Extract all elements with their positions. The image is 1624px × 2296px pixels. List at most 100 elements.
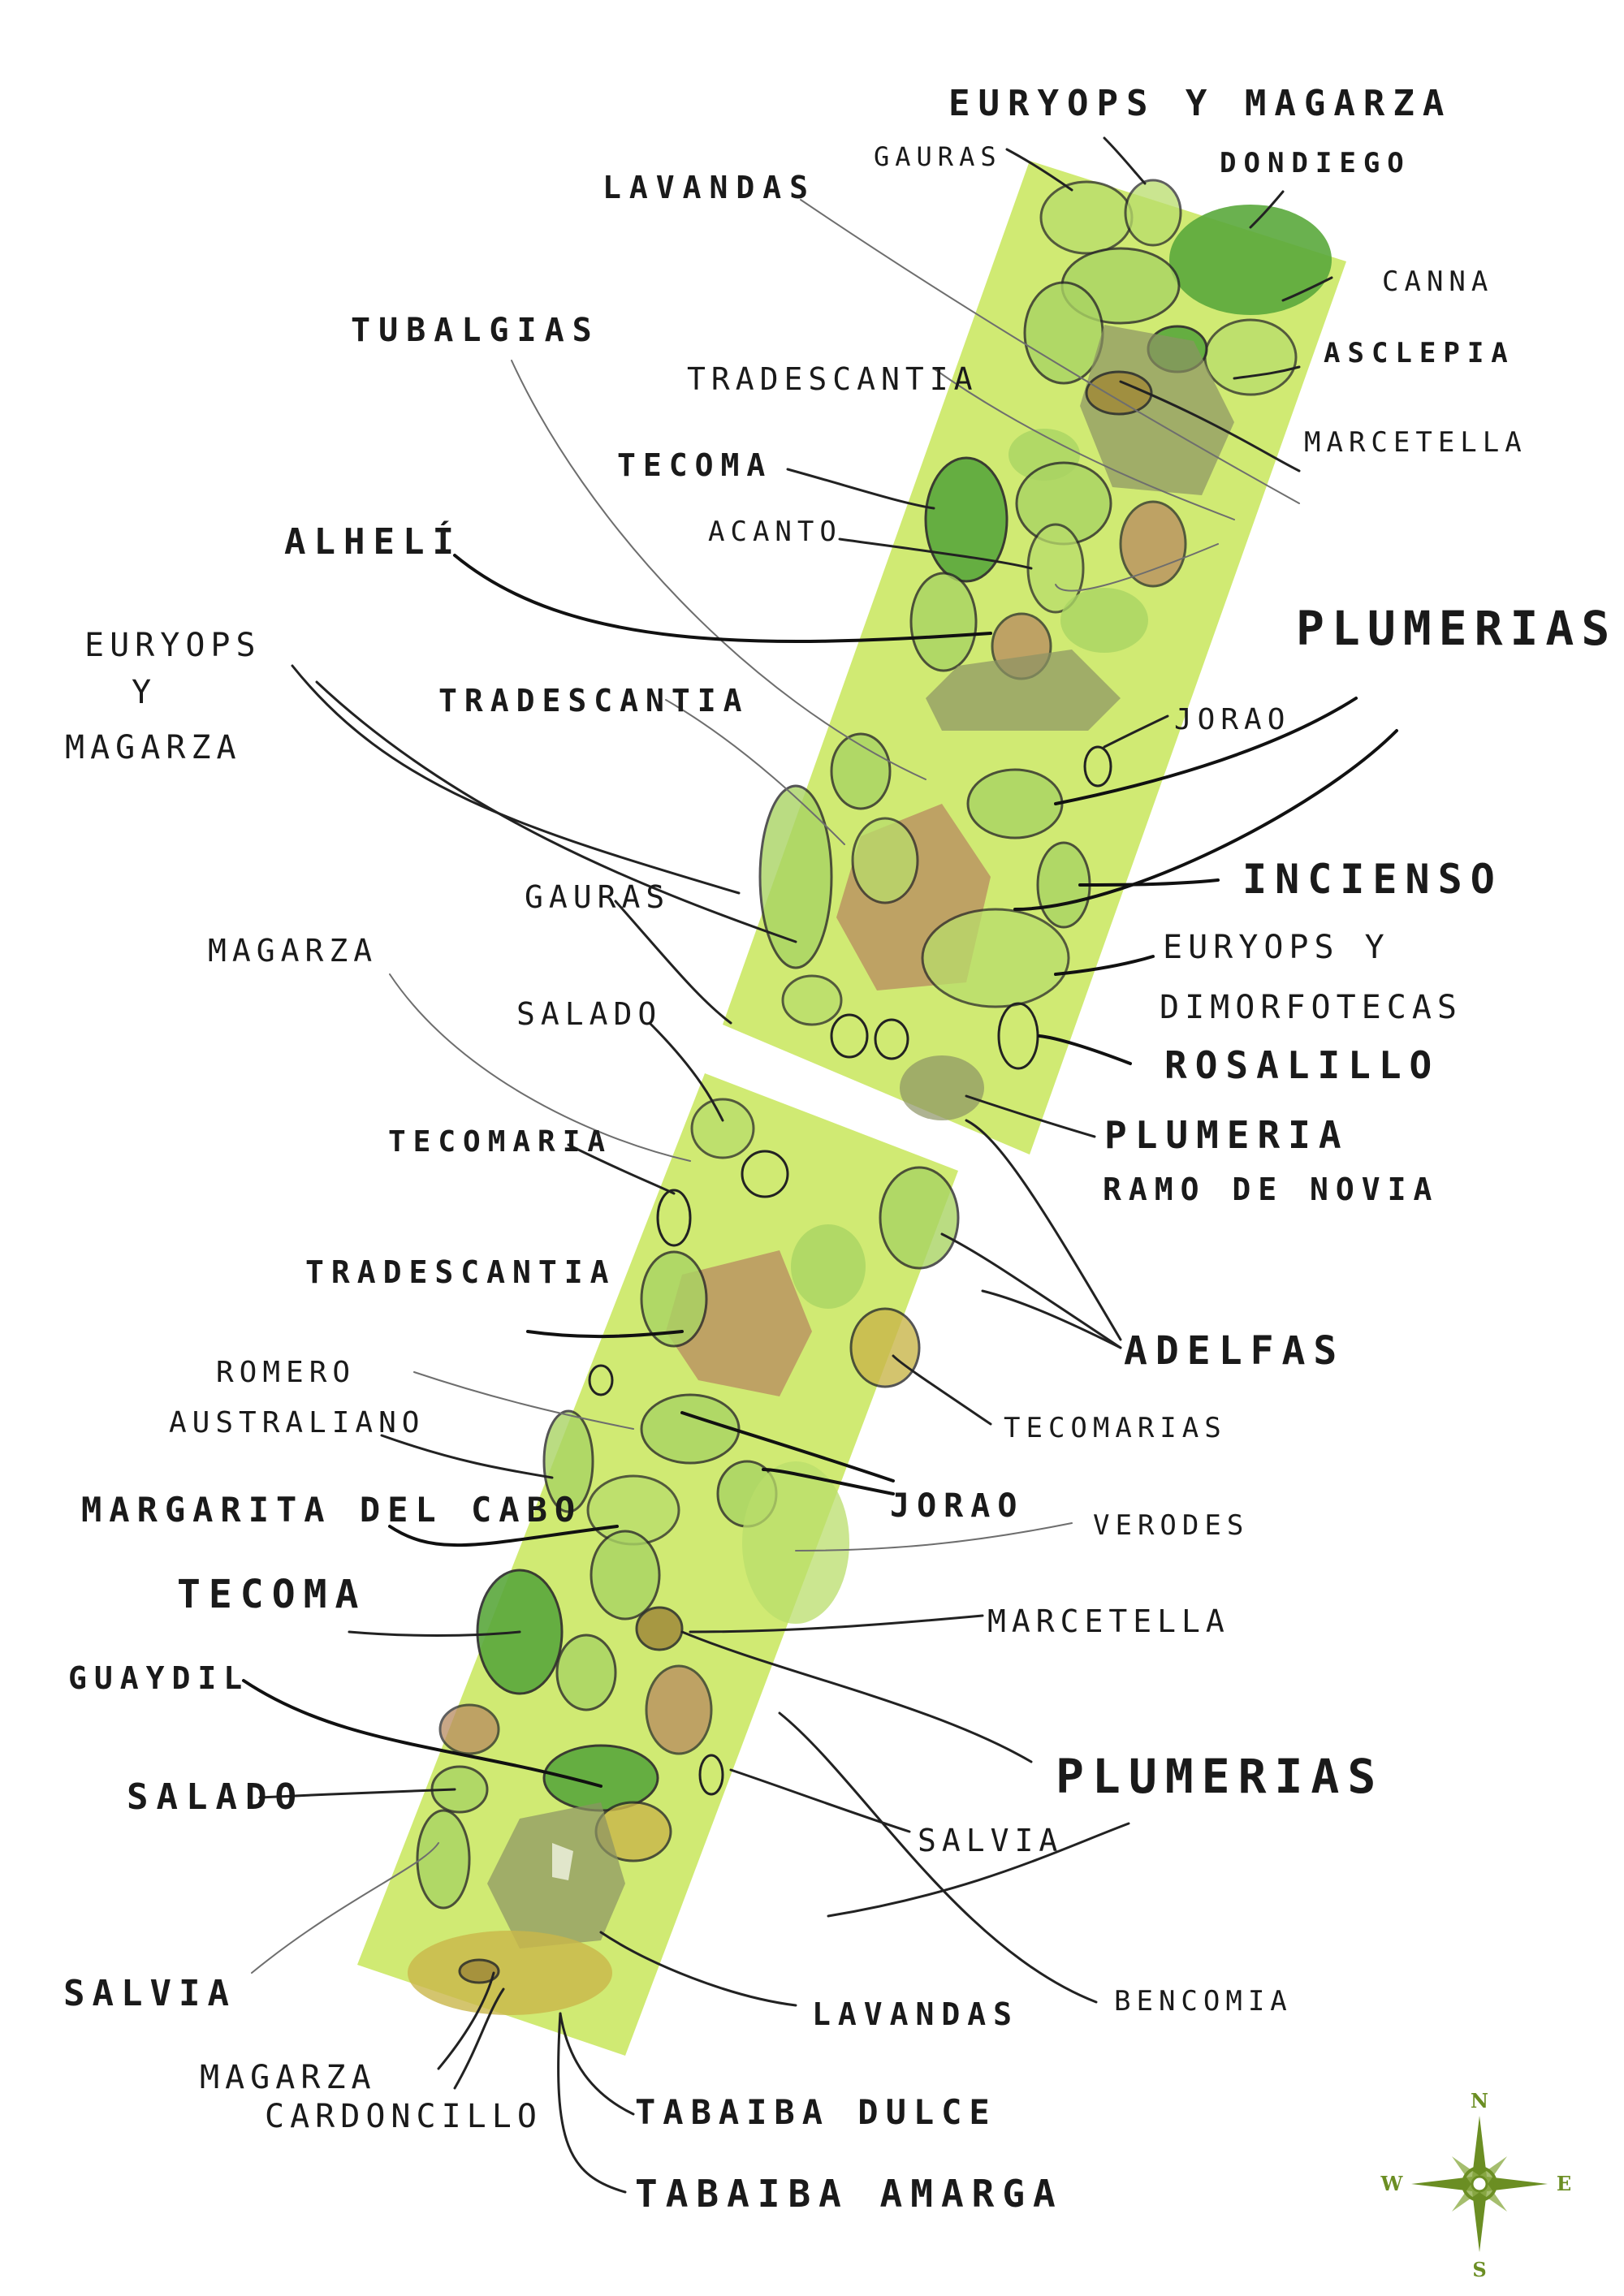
compass-center [1471,2175,1488,2193]
compass-label-w: W [1380,2172,1404,2195]
label-salvia-right: SALVIA [918,1823,1063,1858]
plant-dimorfoteca [921,908,1070,1008]
label-salvia-left: SALVIA [63,1973,236,2014]
plant-gaura-3 [851,817,919,904]
label-gauras-mid: GAURAS [525,879,670,915]
upper-bed-plants [758,179,1332,1120]
label-salado-low: SALADO [127,1776,304,1818]
plant-marcetella [1080,325,1234,495]
plant-tecomaria-2 [656,1189,692,1247]
leader-lines [242,136,1398,2194]
plant-labels: EURYOPS Y MAGARZA GAURAS DONDIEGO LAVAND… [63,83,1617,2216]
label-magarza-left: MAGARZA [65,729,242,766]
plant-tecomaria-3 [849,1307,921,1388]
plant-magarza-ring [830,1013,869,1059]
plant-highlight [552,1843,573,1880]
label-cardoncillo: CARDONCILLO [265,2098,542,2135]
compass-label-n: N [1471,2089,1488,2113]
plant-salado-low [690,1098,755,1159]
plant-adelfa-2 [791,1224,866,1309]
plant-salvia-left [416,1809,471,1910]
label-gauras-top: GAURAS [874,141,1002,172]
label-romero-2: AUSTRALIANO [169,1406,425,1439]
plant-lavanda-2 [1060,588,1148,653]
plant-salvia [542,1744,659,1812]
label-guaydil: GUAYDIL [68,1660,249,1696]
plant-tradescantia [1085,370,1153,416]
plant-euryops-3 [758,784,833,969]
plant-salado-low-2 [438,1703,500,1755]
label-romero-1: ROMERO [216,1356,356,1389]
label-incienso: INCIENSO [1242,856,1503,903]
plant-tecomaria [741,1150,789,1198]
label-euryops-dimorfotecas-2: DIMORFOTECAS [1160,989,1462,1026]
plant-verodes [742,1461,849,1624]
label-euryops-dimorfotecas-1: EURYOPS Y [1163,929,1390,966]
label-tradescantia-top: TRADESCANTIA [687,361,978,397]
label-plumerias-top: PLUMERIAS [1296,601,1617,656]
plant-marcetella-low [590,1530,661,1621]
plant-margarita-del-cabo [542,1409,594,1513]
label-tecomaria-left: TECOMARIA [388,1125,612,1159]
plant-tradescantia-3 [926,650,1121,731]
plant-dondiego [1169,205,1332,315]
label-marcetella-top: MARCETELLA [1304,426,1527,459]
label-magarza-mid: MAGARZA [208,933,378,969]
label-alheli: ALHELÍ [284,520,462,563]
label-acanto: ACANTO [708,516,842,548]
plant-incienso [966,768,1064,839]
label-verodes: VERODES [1093,1509,1249,1542]
label-dondiego: DONDIEGO [1220,147,1411,179]
label-tubalgias: TUBALGIAS [351,312,600,349]
plant-tabaiba-dulce [408,1931,612,2015]
label-marcetella-low: MARCETELLA [987,1603,1230,1639]
plant-tradescantia-low [640,1250,708,1348]
compass-label-s: S [1472,2258,1486,2281]
label-canna: CANNA [1382,265,1493,298]
label-jorao-top: JORAO [1174,703,1290,736]
compass-ring [1462,2166,1497,2202]
lower-bed-plants [408,1098,960,2015]
plant-canna [1203,318,1298,396]
compass-label-e: E [1557,2172,1571,2195]
label-tecoma-low: TECOMA [177,1572,366,1617]
plant-adelfa [879,1166,960,1270]
plant-tecoma [924,456,1009,583]
label-asclepia: ASCLEPIA [1324,337,1515,369]
label-tabaiba-dulce: TABAIBA DULCE [635,2092,997,2132]
plant-romero-small [588,1364,614,1396]
plant-jorao [1083,745,1112,788]
plant-plumeria-ramo-de-novia [900,1055,984,1120]
label-tradescantia-low: TRADESCANTIA [305,1254,616,1290]
label-plumeria-ramo-2: RAMO DE NOVIA [1103,1172,1439,1207]
plant-salvia-ring [698,1754,724,1796]
plant-romero-australiano [640,1393,741,1465]
label-tecomarias-right: TECOMARIAS [1004,1412,1227,1444]
plant-gauras [1039,180,1134,255]
label-magarza-low: MAGARZA [200,2059,377,2096]
label-adelfas: ADELFAS [1124,1328,1345,1374]
label-euryops-left: EURYOPS [84,627,261,664]
compass-rose: N S E W [1380,2089,1572,2281]
label-plumeria-ramo-1: PLUMERIA [1104,1113,1350,1157]
label-lavandas-top: LAVANDAS [603,170,816,205]
plant-salado [781,974,843,1026]
label-salado-mid: SALADO [516,996,662,1032]
plant-magarza-ring-2 [874,1018,909,1060]
label-tecoma-top: TECOMA [617,447,772,483]
label-euryops-y-magarza-top: EURYOPS Y MAGARZA [948,83,1452,124]
plant-gaura-2 [830,732,892,810]
plant-plumeria [1119,500,1187,588]
label-bencomia: BENCOMIA [1114,1985,1293,2018]
label-lavandas-low: LAVANDAS [812,1996,1019,2032]
plant-magarza-cardoncillo [458,1958,500,1984]
label-rosalillo: ROSALILLO [1164,1043,1440,1087]
plant-euryops [1124,179,1182,247]
label-jorao-low: JORAO [890,1487,1024,1525]
label-margarita-del-cabo: MARGARITA DEL CABO [81,1490,582,1530]
label-tabaiba-amarga: TABAIBA AMARGA [635,2172,1064,2216]
label-y-left: Y [132,674,157,711]
plant-marcetella-dark [635,1606,684,1651]
